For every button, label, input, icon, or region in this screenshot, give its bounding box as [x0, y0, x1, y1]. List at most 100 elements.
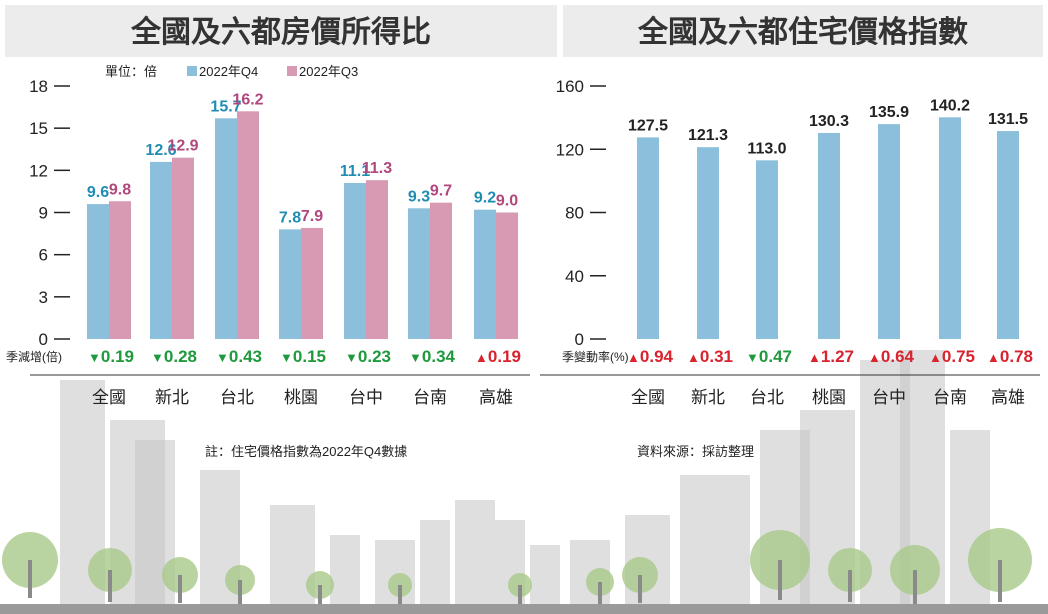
y-tick-label: 15 [29, 119, 48, 138]
data-label: 9.2 [474, 190, 496, 207]
tree-trunk [238, 580, 242, 605]
change-number: 0.31 [700, 347, 733, 366]
change-number: 0.23 [358, 347, 391, 366]
bar-q4 [344, 182, 366, 339]
bar-q4 [279, 229, 301, 339]
bar-q4 [637, 137, 659, 339]
category-label: 台北 [220, 388, 254, 407]
data-label: 131.5 [988, 111, 1028, 128]
change-number: 0.47 [759, 347, 792, 366]
tree-trunk [178, 575, 182, 603]
tree-trunk [848, 570, 852, 602]
up-triangle-icon: ▲ [987, 350, 1000, 365]
category-label: 台中 [872, 388, 906, 407]
building [680, 475, 750, 610]
change-row-label: 季減增(倍) [6, 349, 62, 364]
change-number: 0.28 [164, 347, 197, 366]
down-triangle-icon: ▼ [216, 350, 229, 365]
change-number: 1.27 [821, 347, 854, 366]
category-label: 高雄 [479, 388, 513, 407]
change-value: ▼0.28 [151, 347, 197, 366]
bar-q3 [109, 201, 131, 339]
up-triangle-icon: ▲ [475, 350, 488, 365]
unit-label: 單位：倍 [105, 64, 157, 79]
bar-q4 [997, 131, 1019, 339]
tree-trunk [318, 585, 322, 609]
y-tick-label: 0 [39, 330, 48, 349]
up-triangle-icon: ▲ [627, 350, 640, 365]
bar-q3 [301, 227, 323, 339]
down-triangle-icon: ▼ [746, 350, 759, 365]
data-label: 11.3 [362, 160, 392, 177]
data-label: 9.8 [109, 181, 131, 198]
change-number: 0.43 [229, 347, 262, 366]
building [420, 520, 450, 610]
change-value: ▲0.94 [627, 347, 674, 366]
building [455, 500, 495, 610]
bar-q3 [237, 111, 259, 339]
title-bar [5, 5, 557, 57]
change-value: ▼0.19 [88, 347, 134, 366]
change-value: ▲1.27 [808, 347, 854, 366]
category-label: 新北 [155, 388, 189, 407]
tree-trunk [778, 560, 782, 600]
data-label: 16.2 [232, 91, 263, 108]
tree-trunk [598, 582, 602, 606]
category-label: 新北 [691, 388, 725, 407]
data-label: 7.9 [301, 208, 323, 225]
bar-q4 [878, 124, 900, 339]
change-value: ▼0.43 [216, 347, 262, 366]
change-value: ▲0.19 [475, 347, 521, 366]
bar-q4 [474, 209, 496, 339]
chart-title: 全國及六都住宅價格指數 [637, 15, 968, 49]
data-label: 9.7 [430, 183, 452, 200]
change-number: 0.34 [422, 347, 456, 366]
down-triangle-icon: ▼ [88, 350, 101, 365]
category-label: 桃園 [812, 388, 846, 407]
data-label: 9.0 [496, 193, 518, 210]
tree-trunk [998, 560, 1002, 602]
data-label: 121.3 [688, 127, 728, 144]
down-triangle-icon: ▼ [345, 350, 358, 365]
y-tick-label: 6 [39, 246, 48, 265]
data-label: 127.5 [628, 117, 668, 134]
title-bar [563, 5, 1043, 57]
change-number: 0.19 [101, 347, 134, 366]
legend-swatch-q3 [287, 66, 297, 76]
change-number: 0.19 [488, 347, 521, 366]
note: 註：住宅價格指數為2022年Q4數據 [205, 444, 407, 459]
chart-panel-2: 全國及六都住宅價格指數04080120160127.5▲0.94全國121.3▲… [540, 5, 1043, 459]
ground [0, 604, 1048, 614]
data-label: 9.3 [408, 188, 430, 205]
category-label: 高雄 [991, 388, 1025, 407]
up-triangle-icon: ▲ [687, 350, 700, 365]
tree-trunk [638, 575, 642, 603]
change-number: 0.94 [640, 347, 674, 366]
category-label: 全國 [631, 388, 665, 407]
bar-q4 [756, 160, 778, 339]
bar-q4 [215, 118, 237, 339]
down-triangle-icon: ▼ [280, 350, 293, 365]
bar-q4 [818, 132, 840, 339]
data-label: 140.2 [930, 97, 970, 114]
building [530, 545, 560, 610]
building [270, 505, 315, 610]
data-label: 113.0 [747, 140, 786, 157]
change-value: ▼0.15 [280, 347, 326, 366]
y-tick-label: 12 [29, 161, 48, 180]
change-value: ▲0.78 [987, 347, 1033, 366]
y-tick-label: 120 [556, 140, 584, 159]
y-tick-label: 0 [575, 330, 584, 349]
data-label: 15.7 [210, 98, 241, 115]
bar-q3 [496, 212, 518, 339]
bar-q4 [939, 117, 961, 339]
legend-swatch-q4 [187, 66, 197, 76]
bar-q3 [172, 157, 194, 339]
legend-label-q4: 2022年Q4 [199, 64, 258, 79]
category-label: 桃園 [284, 388, 318, 407]
tree-trunk [398, 585, 402, 607]
data-label: 135.9 [869, 104, 909, 121]
up-triangle-icon: ▲ [929, 350, 942, 365]
